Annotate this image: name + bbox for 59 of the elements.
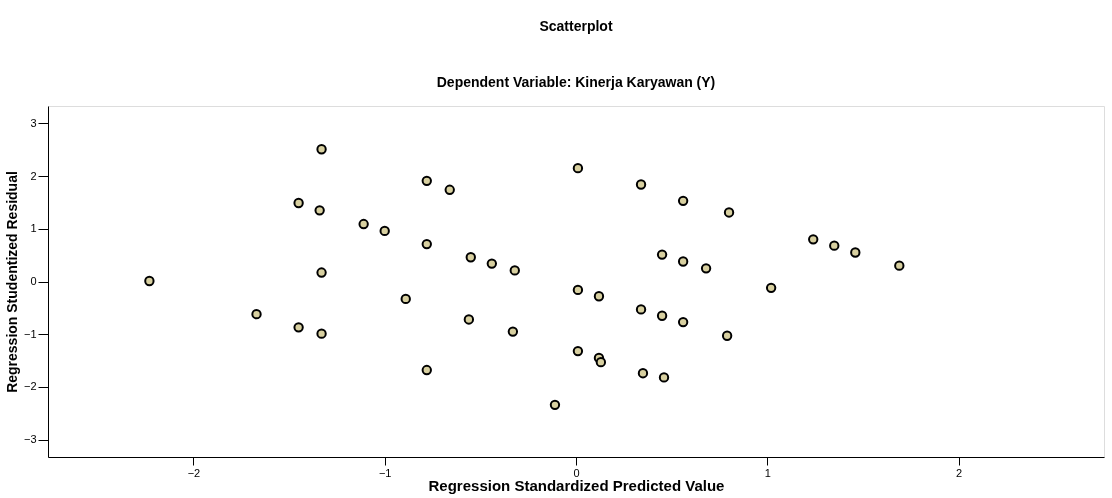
x-tick-label: 1 <box>764 466 771 479</box>
x-tick-label: −1 <box>378 466 392 479</box>
point <box>572 163 584 174</box>
point <box>507 326 519 337</box>
point <box>677 256 689 267</box>
x-tick-label: −2 <box>187 466 201 479</box>
point <box>677 316 689 328</box>
point <box>808 234 819 245</box>
point <box>293 197 304 209</box>
y-tick-label: 1 <box>30 222 37 235</box>
point <box>572 345 584 357</box>
point <box>700 263 712 274</box>
point <box>400 293 411 305</box>
point <box>656 249 668 260</box>
point <box>677 195 689 207</box>
point <box>314 205 325 216</box>
y-tick-label: −1 <box>23 327 37 340</box>
point <box>316 144 327 155</box>
x-axis-title: Regression Standardized Predicted Value <box>428 476 725 494</box>
x-tick-label: 0 <box>573 466 580 479</box>
point <box>463 314 475 325</box>
point <box>894 260 905 271</box>
point <box>358 218 369 230</box>
point <box>656 310 668 321</box>
point <box>421 175 432 187</box>
point <box>251 309 262 320</box>
point <box>658 372 670 383</box>
y-tick-label: 3 <box>30 116 37 129</box>
point <box>316 267 327 278</box>
y-tick-label: 0 <box>30 275 37 287</box>
point <box>829 240 840 251</box>
y-tick-label: −3 <box>23 433 37 446</box>
chart-subtitle: Dependent Variable: Kinerja Karyawan (Y) <box>436 74 716 90</box>
point <box>593 291 605 302</box>
point <box>509 265 520 276</box>
point <box>421 364 432 376</box>
point <box>572 284 584 296</box>
point <box>144 275 155 287</box>
point <box>486 258 498 269</box>
point <box>637 368 649 379</box>
y-tick-label: 2 <box>30 169 37 182</box>
point <box>635 304 647 315</box>
chart-title: Scatterplot <box>539 18 613 34</box>
y-tick-label: −2 <box>23 380 37 393</box>
point <box>293 322 304 333</box>
point <box>635 179 647 190</box>
point <box>444 184 455 195</box>
point <box>379 225 390 237</box>
point <box>549 399 561 410</box>
point <box>595 356 607 368</box>
y-axis-title: Regression Studentized Residual <box>3 171 20 393</box>
x-tick-label: 2 <box>956 466 963 479</box>
point <box>765 282 777 293</box>
point <box>316 328 327 339</box>
point <box>721 330 733 341</box>
point <box>723 207 735 218</box>
point <box>850 247 861 258</box>
point <box>421 238 432 250</box>
point <box>465 252 476 263</box>
